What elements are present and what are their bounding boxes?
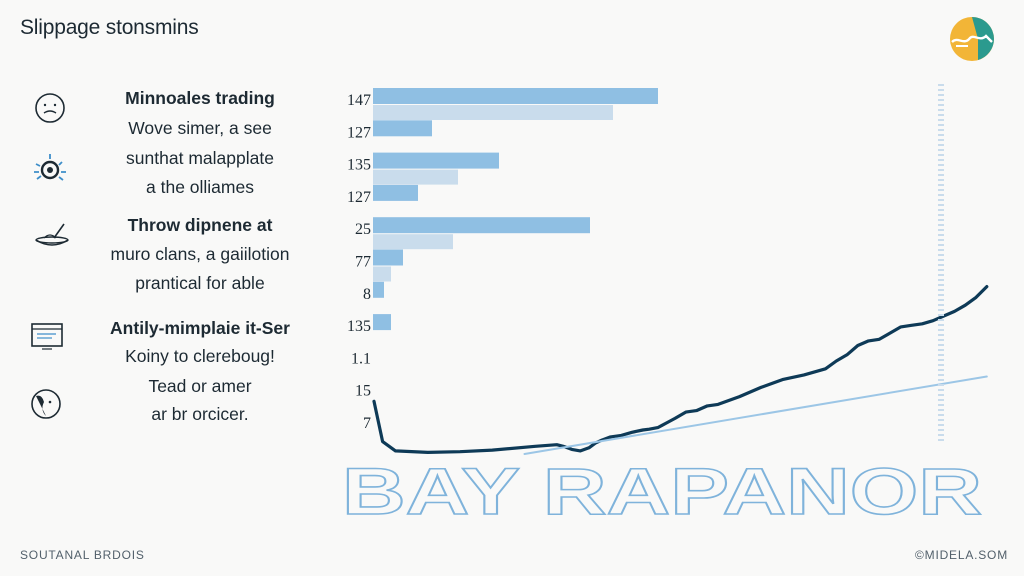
tick-label: 8 bbox=[363, 286, 371, 303]
bar bbox=[373, 152, 499, 169]
page-title: Slippage stonsmins bbox=[20, 16, 199, 39]
tick-label: 135 bbox=[347, 318, 371, 335]
bar bbox=[373, 184, 418, 201]
tick-label: 135 bbox=[347, 157, 371, 174]
bar bbox=[373, 234, 453, 250]
bar bbox=[373, 249, 403, 266]
brand-logo-icon bbox=[950, 17, 994, 61]
price-curve-line bbox=[372, 285, 989, 454]
bar bbox=[373, 88, 658, 104]
footer-left-label: SOUTANAL BRDOIS bbox=[20, 548, 145, 562]
window-icon bbox=[31, 323, 63, 350]
tip-line: ar br orcicer. bbox=[151, 404, 249, 424]
tip-line: Koiny to clereboug! bbox=[125, 346, 275, 366]
tick-label: 147 bbox=[347, 92, 371, 109]
tick-label: 7 bbox=[363, 415, 371, 432]
side-watermark-strip bbox=[938, 84, 944, 444]
tick-label: 127 bbox=[347, 124, 371, 141]
slippage-chart: 147 127 135 127 25 77 8 135 1.1 15 7 BAY RAPANOR bbox=[341, 88, 989, 528]
tip-line: sunthat malapplate bbox=[126, 148, 274, 168]
tick-label: 127 bbox=[347, 189, 371, 206]
bar bbox=[373, 120, 432, 137]
tip-line: Wove simer, a see bbox=[128, 118, 272, 138]
bar bbox=[373, 169, 458, 185]
watermark-text: BAY RAPANOR bbox=[342, 454, 982, 528]
tick-label: 15 bbox=[355, 383, 371, 400]
tip-heading: Throw dipnene at bbox=[127, 215, 273, 235]
face-icon bbox=[35, 93, 65, 123]
bar bbox=[373, 266, 391, 282]
bar bbox=[373, 314, 391, 331]
tick-label: 25 bbox=[355, 221, 371, 238]
tick-label: 77 bbox=[355, 254, 371, 271]
bar bbox=[373, 217, 590, 234]
wok-icon bbox=[35, 223, 69, 246]
tip-line: prantical for able bbox=[135, 273, 265, 293]
gear-burst-icon bbox=[34, 154, 66, 181]
trend-line bbox=[523, 375, 988, 455]
tick-label: 1.1 bbox=[351, 350, 371, 367]
tip-heading: Antily-mimplaie it-Ser bbox=[110, 318, 290, 338]
tip-line: a the olliames bbox=[146, 177, 254, 197]
footer-right-label: ©MIDELA.SOM bbox=[915, 548, 1008, 562]
head-profile-icon bbox=[31, 389, 61, 419]
tip-line: Tead or amer bbox=[148, 376, 252, 396]
tip-line: muro clans, a gaiilotion bbox=[110, 244, 290, 264]
tip-heading: Minnoales trading bbox=[125, 88, 275, 108]
bar bbox=[373, 105, 613, 120]
bar bbox=[373, 281, 384, 298]
